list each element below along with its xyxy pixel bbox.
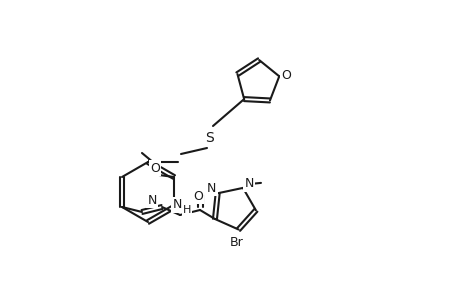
Text: O: O (281, 69, 291, 82)
Text: S: S (205, 131, 214, 145)
Text: O: O (150, 161, 160, 175)
Text: N: N (172, 199, 181, 212)
Text: Br: Br (229, 236, 243, 249)
Text: H: H (182, 205, 191, 215)
Text: N: N (207, 182, 216, 195)
Text: N: N (147, 194, 157, 206)
Text: O: O (193, 190, 202, 202)
Text: N: N (244, 177, 253, 190)
